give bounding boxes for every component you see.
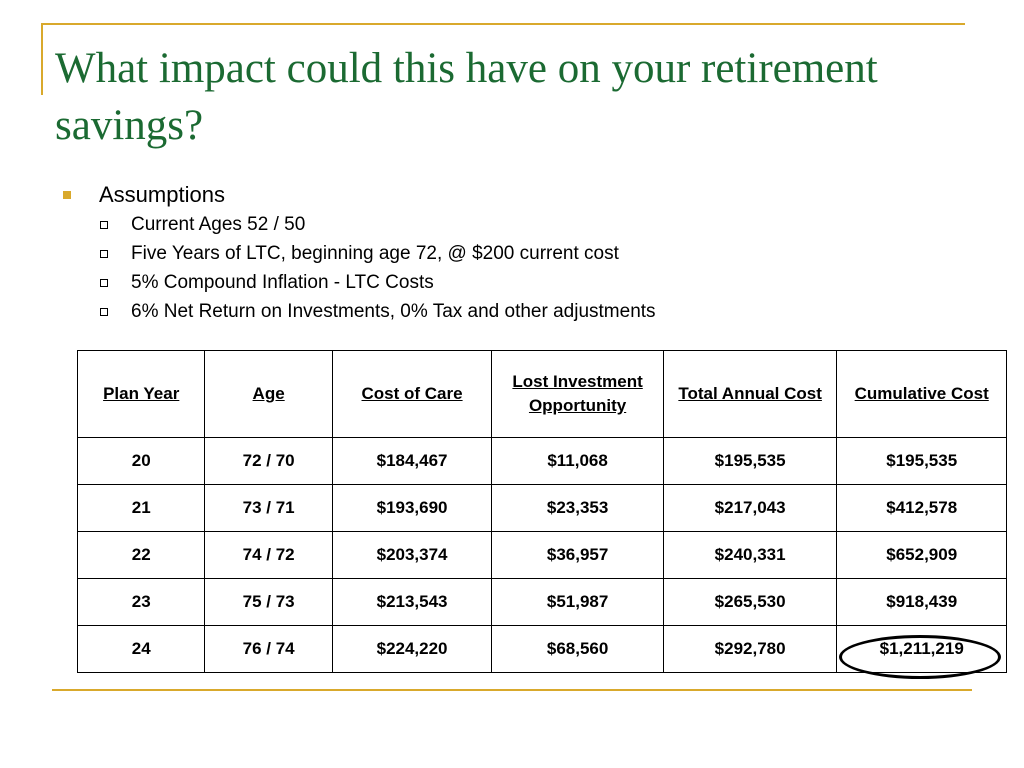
cell-age: 72 / 70 [204,437,333,485]
cell-total-annual-cost: $292,780 [662,625,838,673]
hollow-square-bullet-icon [100,307,108,316]
cell-lost-investment: $11,068 [491,437,664,485]
cell-total-annual-cost: $240,331 [662,531,838,579]
cell-cost-of-care: $203,374 [331,531,493,579]
header-lost-investment-opportunity: Lost Investment Opportunity [491,350,664,438]
cell-cumulative-cost: $195,535 [836,437,1007,485]
table-row: 20 72 / 70 $184,467 $11,068 $195,535 $19… [76,437,1007,485]
cell-total-annual-cost: $265,530 [662,578,838,626]
cell-lost-investment: $68,560 [491,625,664,673]
cell-plan-year: 21 [76,484,206,532]
cell-cost-of-care: $213,543 [331,578,493,626]
sub-bullet-label: Five Years of LTC, beginning age 72, @ $… [131,242,619,264]
ltc-cost-table: Plan Year Age Cost of Care Lost Investme… [76,350,1007,679]
cumulative-total-value: $1,211,219 [879,639,964,658]
sub-bullet: 5% Compound Inflation - LTC Costs [60,268,960,297]
cell-cumulative-cost: $412,578 [836,484,1007,532]
sub-bullet-label: 5% Compound Inflation - LTC Costs [131,271,434,293]
cell-age: 76 / 74 [204,625,333,673]
table-row: 24 76 / 74 $224,220 $68,560 $292,780 $1,… [76,625,1007,679]
cell-plan-year: 24 [76,625,206,673]
sub-bullet: 6% Net Return on Investments, 0% Tax and… [60,297,960,326]
header-total-annual-cost: Total Annual Cost [662,350,838,438]
table-row: 22 74 / 72 $203,374 $36,957 $240,331 $65… [76,531,1007,579]
cell-cumulative-cost: $918,439 [836,578,1007,626]
cell-plan-year: 22 [76,531,206,579]
bottom-rule [52,689,972,691]
table-row: 21 73 / 71 $193,690 $23,353 $217,043 $41… [76,484,1007,532]
cell-age: 73 / 71 [204,484,333,532]
cell-plan-year: 20 [76,437,206,485]
slide-title: What impact could this have on your reti… [55,45,878,149]
cell-cumulative-cost: $652,909 [836,531,1007,579]
hollow-square-bullet-icon [100,220,108,229]
header-age: Age [204,350,333,438]
table-row: 23 75 / 73 $213,543 $51,987 $265,530 $91… [76,578,1007,626]
cell-lost-investment: $23,353 [491,484,664,532]
bullet-assumptions: Assumptions [60,180,960,210]
header-plan-year: Plan Year [76,350,206,438]
sub-bullet: Current Ages 52 / 50 [60,210,960,239]
cell-cost-of-care: $224,220 [331,625,493,673]
assumptions-list: Assumptions Current Ages 52 / 50 Five Ye… [60,180,960,326]
cell-cost-of-care: $193,690 [331,484,493,532]
cell-lost-investment: $51,987 [491,578,664,626]
sub-bullet: Five Years of LTC, beginning age 72, @ $… [60,239,960,268]
cell-age: 74 / 72 [204,531,333,579]
left-rule [41,23,43,95]
cell-total-annual-cost: $217,043 [662,484,838,532]
bullet-label: Assumptions [99,182,225,207]
header-cost-of-care: Cost of Care [331,350,493,438]
hollow-square-bullet-icon [100,278,108,287]
cell-plan-year: 23 [76,578,206,626]
cell-cumulative-cost-total: $1,211,219 [836,625,1007,679]
cell-age: 75 / 73 [204,578,333,626]
table-header-row: Plan Year Age Cost of Care Lost Investme… [76,350,1007,438]
cell-total-annual-cost: $195,535 [662,437,838,485]
filled-square-bullet-icon [63,191,71,199]
header-cumulative-cost: Cumulative Cost [836,350,1007,438]
cell-cost-of-care: $184,467 [331,437,493,485]
top-rule [41,23,965,25]
sub-bullet-label: 6% Net Return on Investments, 0% Tax and… [131,300,656,322]
cell-lost-investment: $36,957 [491,531,664,579]
hollow-square-bullet-icon [100,249,108,258]
sub-bullet-label: Current Ages 52 / 50 [131,213,306,235]
